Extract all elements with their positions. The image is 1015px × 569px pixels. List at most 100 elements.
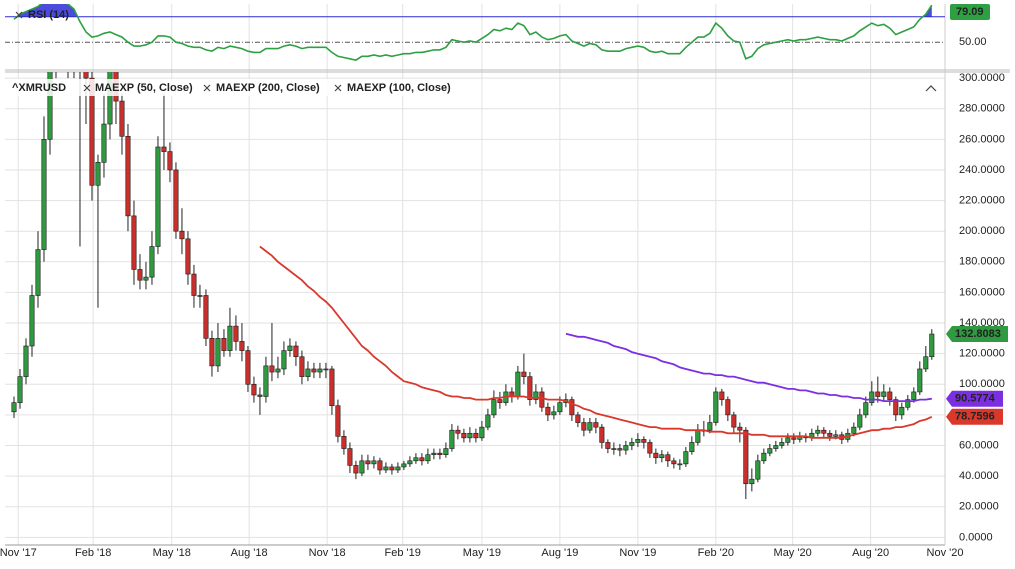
candle-body (161, 146, 167, 152)
candle-body (677, 463, 683, 466)
candle-body (515, 371, 521, 397)
candle-body (347, 448, 353, 466)
candle-body (95, 162, 101, 186)
candle-body (317, 368, 323, 373)
candle-body (149, 246, 155, 278)
candle-body (365, 460, 371, 465)
candle-body (737, 426, 743, 431)
candle-body (221, 338, 227, 351)
candle-body (179, 230, 185, 240)
candle-body (311, 368, 317, 373)
x-tick-label: Feb '19 (385, 547, 421, 559)
candle-body (233, 325, 239, 342)
x-tick-label: May '20 (774, 547, 812, 559)
price-panel (11, 72, 935, 500)
candle-body (101, 123, 107, 163)
ma-line (259, 245, 933, 439)
remove-icons[interactable] (15, 11, 937, 92)
candle-body (731, 414, 737, 428)
candle-body (887, 391, 893, 400)
candle-body (125, 135, 131, 217)
candle-body (239, 341, 245, 351)
candle-body (587, 422, 593, 431)
candle-body (185, 238, 191, 275)
legend-entry[interactable]: MAEXP (100, Close) (347, 82, 451, 94)
candle-body (437, 452, 443, 455)
candle-body (581, 422, 587, 431)
candle-body (743, 429, 749, 485)
candle-body (155, 146, 161, 247)
candle-body (815, 429, 821, 434)
candle-body (869, 391, 875, 403)
candle-body (389, 466, 395, 471)
y-tick-label: 140.0000 (959, 317, 1005, 329)
candle-body (359, 460, 365, 474)
candle-body (497, 399, 503, 403)
candle-body (119, 100, 125, 137)
candle-body (329, 368, 335, 407)
legend-bg (8, 79, 448, 96)
candle-body (41, 139, 47, 250)
candle-body (227, 325, 233, 351)
candle-body (695, 429, 701, 443)
x-tick-label: Nov '18 (309, 547, 346, 559)
rsi-tick-label: 50.00 (959, 36, 987, 48)
candle-body (605, 442, 611, 449)
candle-body (629, 442, 635, 446)
candle-body (209, 338, 215, 367)
remove-icon[interactable] (83, 84, 91, 92)
x-tick-label: May '19 (463, 547, 501, 559)
x-tick-label: May '18 (153, 547, 191, 559)
x-tick-label: Feb '18 (75, 547, 111, 559)
candle-body (761, 452, 767, 462)
candle-body (401, 463, 407, 468)
candle-body (539, 391, 545, 408)
candle-body (665, 454, 671, 462)
candle-body (293, 345, 299, 358)
candle-body (473, 432, 479, 439)
y-tick-label: 240.0000 (959, 164, 1005, 176)
overlay: ^XMRUSD MAEXP (50, Close) MAEXP (200, Cl… (8, 9, 937, 96)
candle-body (167, 151, 173, 171)
candle-body (215, 338, 221, 367)
candle-body (335, 405, 341, 437)
candle-body (875, 391, 881, 397)
candle-body (371, 460, 377, 465)
candle-body (527, 376, 533, 400)
candle-body (833, 434, 839, 437)
candle-body (143, 276, 149, 281)
candle-body (449, 429, 455, 449)
candle-body (257, 394, 263, 397)
candle-body (275, 368, 281, 373)
ma-line (565, 332, 932, 402)
candle-body (857, 414, 863, 428)
legend-entry[interactable]: MAEXP (200, Close) (216, 82, 320, 94)
candle-body (137, 269, 143, 281)
candle-body (383, 466, 389, 471)
candle-body (893, 399, 899, 416)
y-tick-label: 60.0000 (959, 439, 999, 451)
x-tick-label: Feb '20 (698, 547, 734, 559)
symbol-label: ^XMRUSD (12, 82, 66, 94)
remove-icon[interactable] (203, 84, 211, 92)
collapse-icon[interactable] (925, 85, 937, 92)
candle-body (773, 445, 779, 449)
candle-body (755, 460, 761, 480)
ma-last-label: 78.7596 (955, 411, 995, 423)
candle-body (341, 436, 347, 449)
y-tick-label: 220.0000 (959, 194, 1005, 206)
candle-body (821, 429, 827, 434)
candle-body (599, 426, 605, 443)
remove-icon[interactable] (15, 11, 23, 19)
x-tick-label: Aug '18 (231, 547, 268, 559)
candle-body (617, 448, 623, 451)
x-tick-label: Aug '19 (541, 547, 578, 559)
candle-body (557, 402, 563, 413)
candle-body (851, 426, 857, 434)
legend-entry[interactable]: MAEXP (50, Close) (95, 82, 193, 94)
candle-body (281, 350, 287, 370)
y-tick-label: 200.0000 (959, 225, 1005, 237)
remove-icon[interactable] (334, 84, 342, 92)
candle-body (923, 356, 929, 370)
